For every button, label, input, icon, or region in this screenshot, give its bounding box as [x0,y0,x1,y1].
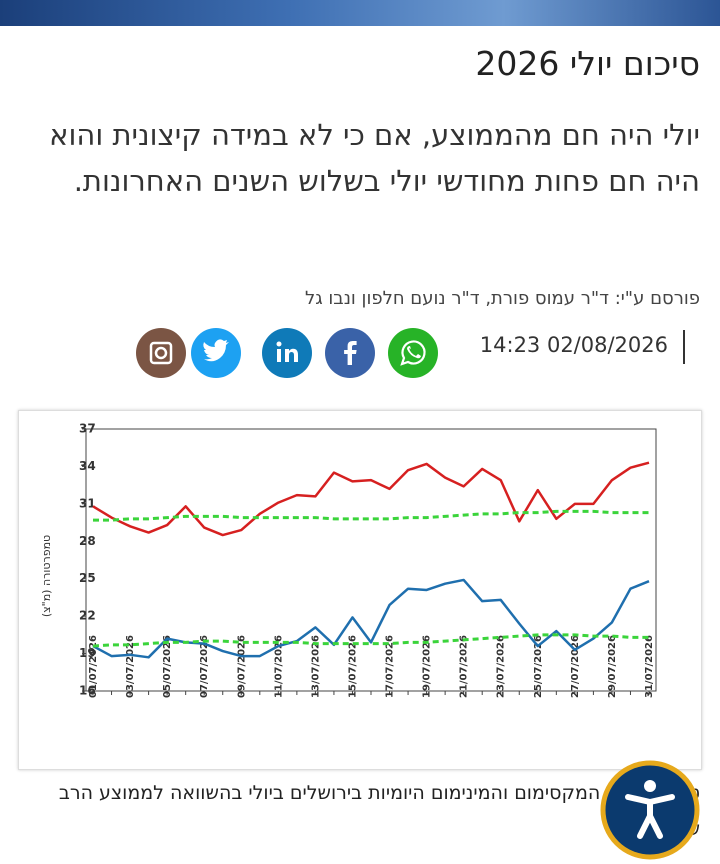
linkedin-button[interactable] [262,328,312,378]
x-tick-label: 03/07/2026 [125,635,136,698]
instagram-button[interactable] [136,328,186,378]
x-tick-label: 01/07/2026 [88,635,99,698]
facebook-button[interactable] [325,328,375,378]
x-tick-label: 13/07/2026 [310,635,321,698]
x-tick-label: 31/07/2026 [644,635,655,698]
x-tick-label: 09/07/2026 [236,635,247,698]
title: סיכום יולי 2026 [475,44,700,83]
y-tick-label: 19 [79,646,96,660]
subtitle: יולי היה חם מהממוצע, אם כי לא במידה קיצו… [49,118,700,198]
y-tick-label: 22 [79,609,96,623]
x-tick-label: 25/07/2026 [533,635,544,698]
y-tick-label: 28 [79,534,96,548]
y-tick-label: 31 [79,496,96,510]
data-line [93,509,649,522]
x-tick-label: 19/07/2026 [422,635,433,698]
y-tick-label: 34 [79,459,96,473]
y-axis-title: טמפרטורה (מ"צ) [40,535,53,617]
data-line [92,461,650,537]
y-tick-label: 25 [79,571,96,585]
whatsapp-button[interactable] [388,328,438,378]
data-line [92,633,649,648]
x-tick-label: 11/07/2026 [273,635,284,698]
y-tick-label: 37 [79,422,96,436]
social-share [136,328,438,378]
accessibility-button[interactable] [600,760,700,860]
x-tick-label: 05/07/2026 [162,635,173,698]
chart: טמפרטורה (מ"צ) 16 19 22 25 28 31 34 37 01/07/202… [40,422,657,698]
x-tick-label: 15/07/2026 [347,635,358,698]
x-tick-label: 29/07/2026 [607,635,618,698]
twitter-button[interactable] [191,328,241,378]
x-tick-label: 17/07/2026 [385,635,396,698]
data-line [92,578,650,659]
banner [0,0,720,26]
x-tick-label: 07/07/2026 [199,635,210,698]
separator [683,330,685,364]
y-tick-label: 16 [79,684,96,698]
chart-container: טמפרטורה (מ"צ) 16 19 22 25 28 31 34 37 01/07/202… [18,410,702,770]
x-tick-label: 21/07/2026 [459,635,470,698]
author: פורסם ע"י: ד"ר עמוס פורת, ד"ר נועם חלפון… [305,288,700,309]
caption: טמפרטורות המקסימום והמינימום היומיות ביר… [58,782,700,840]
x-tick-label: 27/07/2026 [570,635,581,698]
x-tick-label: 23/07/2026 [496,635,507,698]
date: 14:23 02/08/2026 [479,333,668,357]
